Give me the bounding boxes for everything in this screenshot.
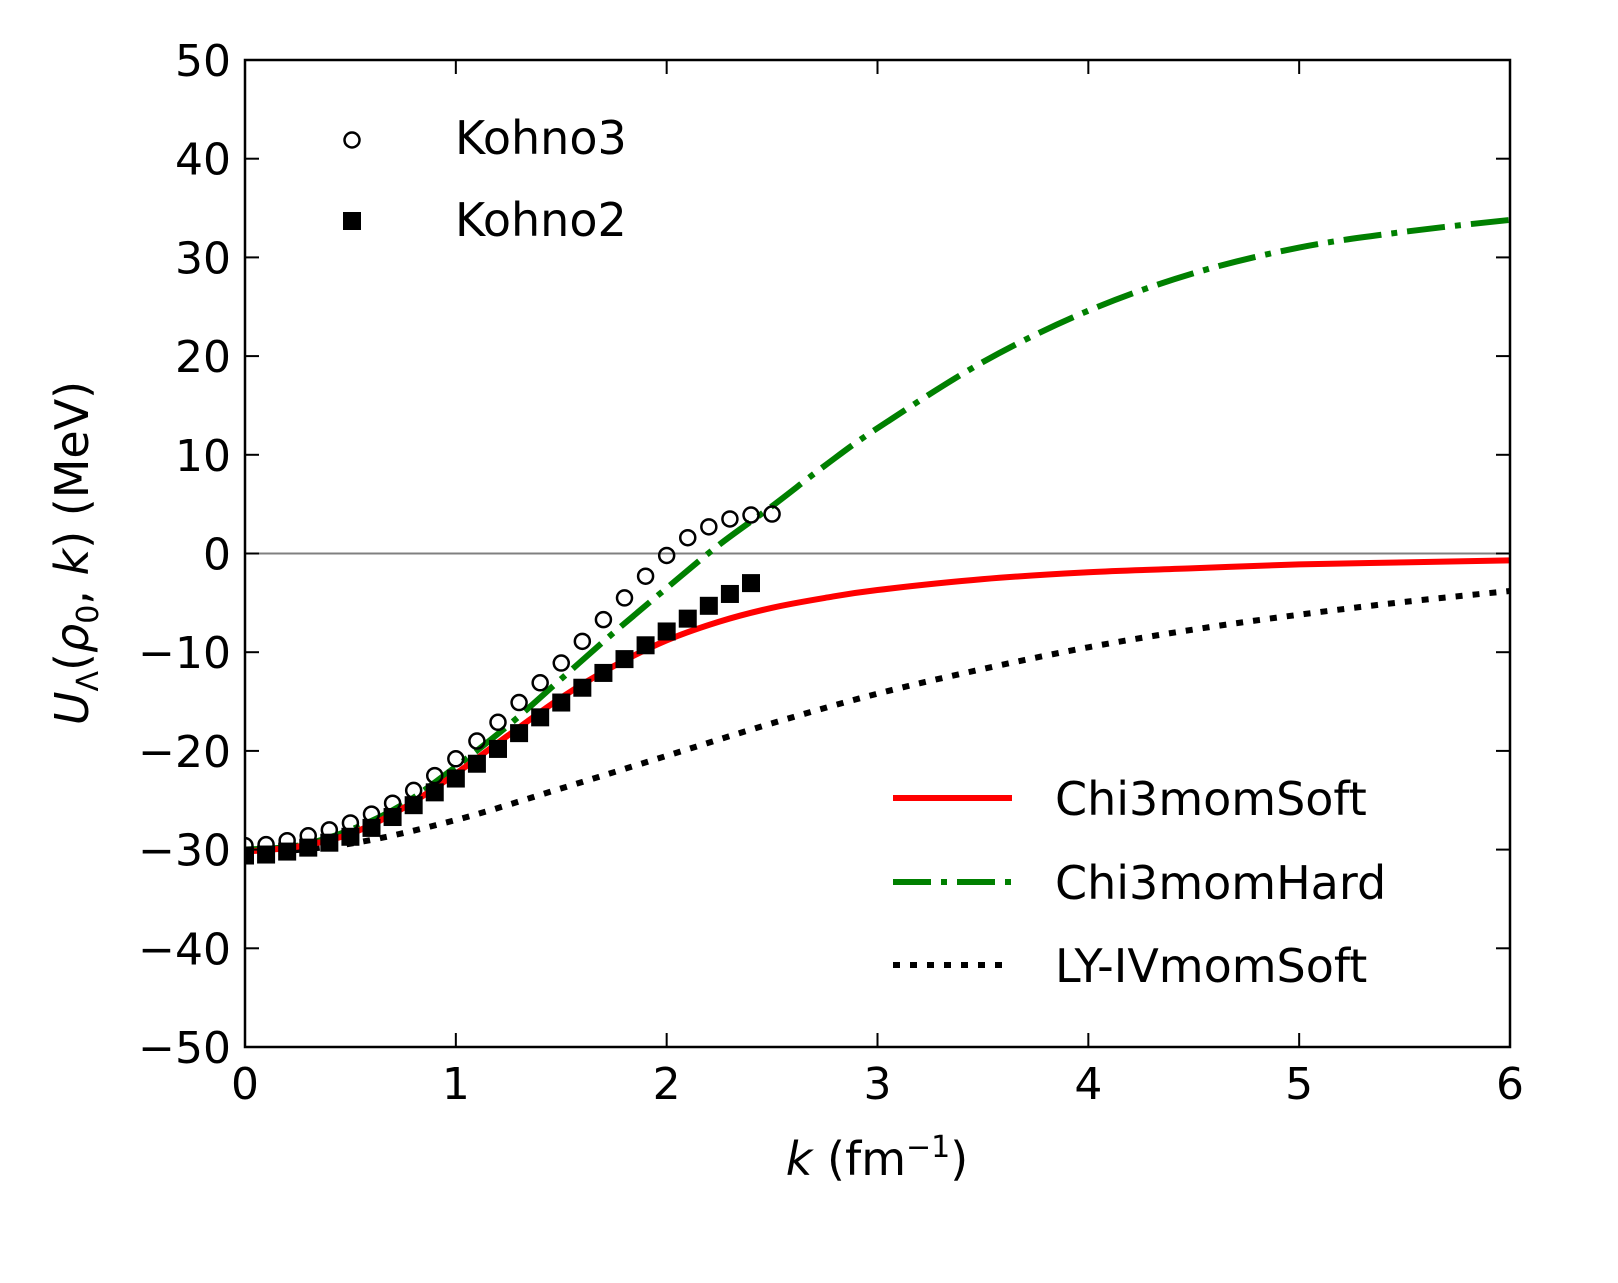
data-point-kohno3 <box>657 546 676 565</box>
data-point-kohno2 <box>699 596 718 615</box>
data-point-kohno3 <box>636 567 655 585</box>
data-point-kohno2 <box>425 783 444 802</box>
data-point-kohno3 <box>468 732 486 750</box>
data-point-kohno2 <box>510 724 529 743</box>
legend-kohno3-label: Kohno3 <box>455 111 627 165</box>
data-point-kohno2 <box>320 833 339 852</box>
x-tick-label: 4 <box>1074 1059 1102 1110</box>
tick-layer: 0 1 2 3 4 5 6 −50 −40 −30 −20 −10 0 10 20 30 40 50 <box>138 36 1524 1110</box>
data-point-kohno3 <box>510 693 528 712</box>
data-point-kohno2 <box>341 827 360 846</box>
x-axis-label-close: ) <box>950 1132 968 1186</box>
data-point-kohno3 <box>404 781 423 800</box>
legend-ly-ivmomsoft-label: LY-IVmomSoft <box>1055 939 1367 993</box>
y-tick-label: −40 <box>138 924 231 975</box>
y-axis-label-rho-sub: 0 <box>71 605 106 624</box>
series-line-chi3momhard <box>245 216 1510 853</box>
y-axis-label-close: ) <box>45 531 99 549</box>
data-point-kohno2 <box>594 663 613 682</box>
data-point-kohno2 <box>531 708 550 727</box>
y-tick-label: 10 <box>175 431 231 482</box>
data-point-kohno3 <box>573 632 592 651</box>
data-point-kohno2 <box>489 739 507 758</box>
data-point-kohno3 <box>552 654 570 672</box>
legend-chi3momsoft-label: Chi3momSoft <box>1055 772 1367 826</box>
y-axis-label-sep: , <box>45 575 99 604</box>
data-point-kohno3 <box>615 589 634 607</box>
legend-kohno3-marker <box>343 131 361 149</box>
data-point-kohno2 <box>383 808 402 827</box>
y-axis-label-open: ( <box>45 653 99 671</box>
data-point-kohno3 <box>721 510 739 528</box>
y-tick-label: 0 <box>203 530 231 581</box>
data-point-kohno3 <box>341 814 360 832</box>
data-point-kohno3 <box>742 506 760 524</box>
data-point-kohno3 <box>426 766 444 785</box>
data-point-kohno3 <box>362 805 381 823</box>
x-axis-label-sup: −1 <box>906 1130 950 1165</box>
data-point-kohno3 <box>700 518 718 536</box>
data-point-kohno3 <box>257 835 275 854</box>
data-point-kohno3 <box>299 827 317 845</box>
data-point-kohno3 <box>489 713 507 732</box>
legend-kohno2-label: Kohno2 <box>455 193 627 247</box>
x-tick-label: 5 <box>1285 1059 1313 1110</box>
data-point-kohno3 <box>278 831 296 850</box>
y-tick-label: 40 <box>175 135 231 186</box>
y-axis-label: UΛ(ρ0, k) (MeV) <box>45 381 106 725</box>
y-axis-label-k: k <box>45 546 99 575</box>
data-point-kohno3 <box>531 674 549 692</box>
y-tick-label: −50 <box>138 1023 231 1074</box>
y-tick-label: 30 <box>175 233 231 284</box>
y-tick-label: −30 <box>138 826 231 877</box>
data-point-kohno2 <box>636 636 655 655</box>
legend-lines: Chi3momSoft Chi3momHard LY-IVmomSoft <box>893 772 1386 993</box>
data-point-kohno2 <box>552 693 571 712</box>
y-axis-label-rho: ρ <box>45 624 99 653</box>
legend-chi3momhard-label: Chi3momHard <box>1055 856 1386 910</box>
y-axis-label-u: U <box>45 691 99 725</box>
data-point-kohno3 <box>763 505 781 523</box>
y-tick-label: 50 <box>175 36 231 87</box>
x-axis-label-var: k <box>786 1132 815 1186</box>
data-point-kohno2 <box>615 650 634 669</box>
x-axis-label-unit: (fm <box>812 1132 906 1186</box>
data-point-kohno3 <box>447 750 465 768</box>
data-point-kohno3 <box>594 610 613 629</box>
y-tick-label: −10 <box>138 628 231 679</box>
data-point-kohno2 <box>678 609 697 628</box>
x-tick-label: 6 <box>1496 1059 1524 1110</box>
x-tick-label: 2 <box>653 1059 681 1110</box>
data-point-kohno3 <box>383 794 402 812</box>
data-point-kohno2 <box>404 796 423 815</box>
x-axis-label: k (fm−1) <box>786 1130 968 1186</box>
legend-kohno2-marker <box>343 212 361 230</box>
data-point-kohno2 <box>573 678 592 697</box>
data-point-kohno2 <box>362 818 381 837</box>
x-tick-label: 3 <box>864 1059 892 1110</box>
series-layer <box>245 216 1510 865</box>
y-axis-label-lambda: Λ <box>71 670 106 691</box>
x-tick-label: 1 <box>442 1059 470 1110</box>
legend-markers: Kohno3 Kohno2 <box>343 111 627 247</box>
data-point-kohno2 <box>467 754 486 773</box>
data-point-kohno2 <box>742 574 760 593</box>
data-point-kohno2 <box>245 846 254 865</box>
data-point-kohno2 <box>446 769 465 788</box>
data-point-kohno2 <box>657 622 676 641</box>
data-point-kohno3 <box>245 836 254 855</box>
x-tick-label: 0 <box>231 1059 259 1110</box>
y-tick-label: −20 <box>138 727 231 778</box>
data-point-kohno3 <box>679 528 697 547</box>
data-point-kohno2 <box>720 584 739 603</box>
y-tick-label: 20 <box>175 332 231 383</box>
y-axis-label-unit: (MeV) <box>45 381 99 531</box>
data-point-kohno3 <box>320 821 339 839</box>
